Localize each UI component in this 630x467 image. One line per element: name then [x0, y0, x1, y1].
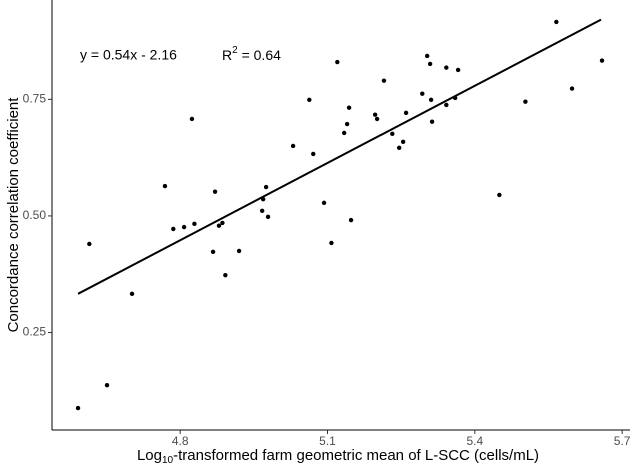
point [424, 53, 430, 59]
point [265, 214, 271, 220]
point [216, 223, 222, 228]
point [427, 61, 433, 67]
equation-annotation: y = 0.54x - 2.16 [80, 47, 177, 63]
point [162, 183, 168, 189]
point [210, 249, 216, 255]
x-tick-label: 4.8 [172, 434, 189, 448]
point [311, 151, 316, 157]
fit-line [77, 18, 602, 295]
r2-base: R [222, 47, 232, 63]
point [374, 116, 380, 122]
point [189, 116, 195, 122]
point [497, 192, 502, 198]
point [599, 58, 605, 63]
point [290, 143, 296, 149]
point [263, 184, 269, 190]
point [87, 241, 92, 247]
point [321, 200, 327, 206]
point [259, 208, 265, 214]
point [341, 130, 347, 136]
x-tick-label: 5.7 [614, 434, 630, 448]
y-tick-label: 0.25 [23, 325, 47, 339]
point [236, 248, 242, 254]
point [390, 131, 395, 137]
point [335, 59, 340, 65]
point [420, 91, 425, 96]
r2-annotation: R2 = 0.64 [222, 45, 281, 63]
point [372, 112, 378, 117]
y-tick-label: 0.50 [23, 208, 47, 222]
x-axis-label: Log10-transformed farm geometric mean of… [137, 447, 539, 466]
point [344, 121, 350, 127]
point [129, 291, 135, 297]
point [181, 224, 187, 230]
point [348, 217, 354, 223]
point [455, 67, 461, 73]
point [220, 220, 225, 226]
x-label-rest: -transformed farm geometric mean of L-SC… [173, 447, 539, 464]
point [192, 221, 197, 227]
point [329, 240, 334, 246]
point [381, 78, 387, 83]
x-tick-label: 5.1 [319, 434, 336, 448]
point [403, 110, 409, 116]
point [554, 19, 559, 25]
point [396, 145, 402, 151]
point [523, 99, 528, 104]
point [307, 97, 312, 103]
point [223, 272, 228, 278]
point [346, 105, 352, 110]
x-tick-label: 5.4 [466, 434, 483, 448]
point [444, 102, 449, 108]
point [429, 119, 435, 124]
r2-rest: = 0.64 [238, 47, 281, 63]
point [428, 97, 434, 103]
point [400, 139, 406, 144]
r2-sup: 2 [232, 45, 238, 56]
point [444, 65, 449, 70]
point [75, 405, 81, 411]
point [171, 226, 176, 232]
y-tick-label: 0.75 [23, 92, 47, 106]
y-axis-label: Concordance correlation coefficient [5, 97, 22, 333]
point [569, 86, 575, 91]
point [104, 383, 110, 388]
x-label-sub: 10 [162, 455, 174, 466]
point [212, 189, 218, 194]
x-label-prefix: Log [137, 447, 162, 464]
